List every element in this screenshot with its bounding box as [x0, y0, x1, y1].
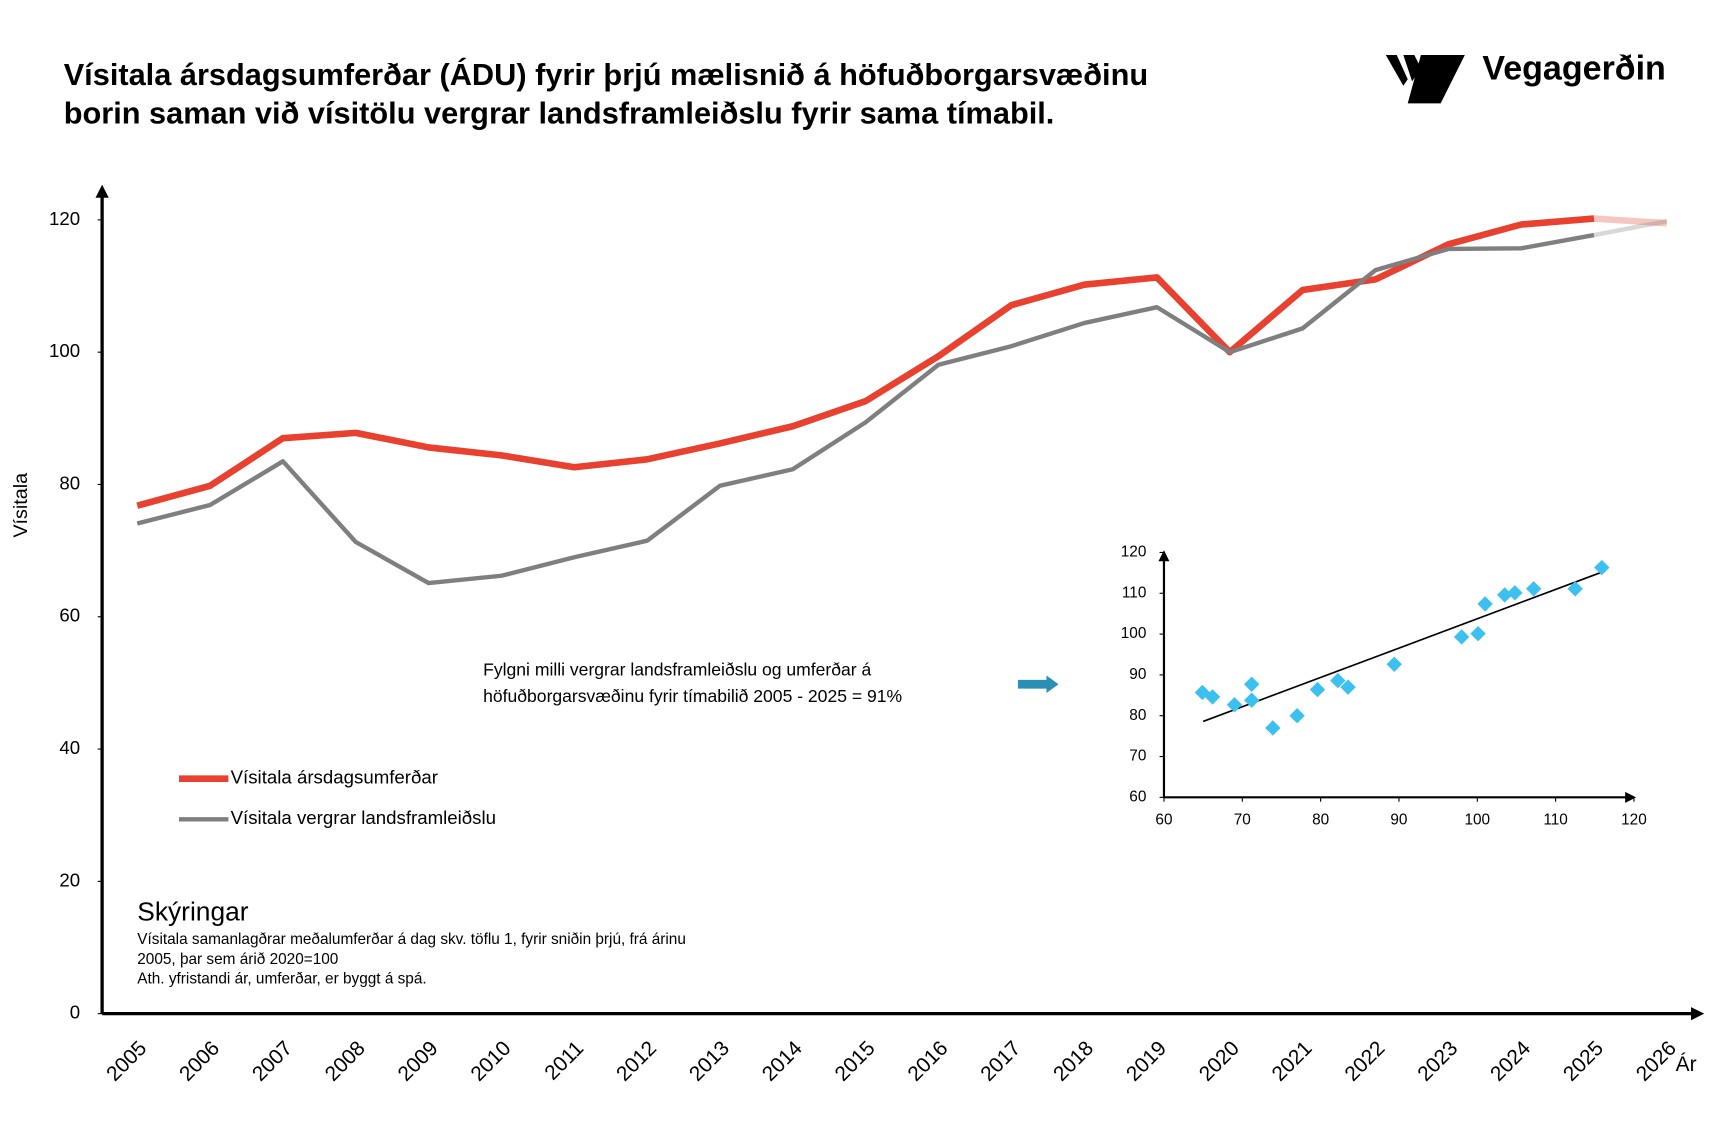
inset-x-tick-label: 60	[1155, 811, 1172, 828]
scatter-point	[1477, 596, 1493, 612]
inset-y-tick-label: 90	[1129, 666, 1146, 683]
inset-x-tick-label: 70	[1234, 811, 1251, 828]
annotation-arrow-head	[1046, 675, 1059, 694]
inset-x-tick-label: 80	[1312, 811, 1329, 828]
notes-line: Vísitala samanlagðrar meðalumferðar á da…	[137, 931, 686, 948]
inset-x-tick-label: 110	[1543, 811, 1568, 828]
series-forecast-line	[1593, 219, 1668, 238]
scatter-point	[1289, 708, 1305, 724]
x-tick-label: 2012	[612, 1037, 661, 1086]
notes-heading: Skýringar	[137, 897, 248, 927]
scatter-point	[1594, 559, 1610, 576]
x-tick-label: 2016	[903, 1037, 952, 1086]
y-axis-label: Vísitala	[10, 473, 32, 538]
scatter-point	[1226, 697, 1243, 713]
x-tick-label: 2026	[1632, 1037, 1681, 1086]
x-tick-label: 2013	[685, 1037, 734, 1086]
x-tick-label: 2023	[1413, 1037, 1462, 1086]
inset-y-tick-label: 120	[1121, 544, 1147, 561]
x-axis-label: Ár	[1676, 1053, 1697, 1076]
x-tick-label: 2021	[1268, 1037, 1317, 1086]
x-tick-label: 2008	[321, 1037, 370, 1086]
scatter-point	[1470, 625, 1486, 642]
scatter-point	[1265, 720, 1281, 736]
scatter-point	[1204, 689, 1221, 705]
series-line	[136, 232, 1595, 586]
inset-y-tick-label: 80	[1129, 707, 1146, 724]
inset-y-tick-label: 60	[1129, 788, 1146, 805]
logo-mark	[1407, 55, 1465, 104]
logo-text: Vegagerðin	[1482, 49, 1665, 87]
notes-line: 2005, þar sem árið 2020=100	[137, 951, 338, 968]
scatter-point	[1453, 629, 1470, 645]
x-tick-label: 2020	[1195, 1037, 1244, 1086]
x-tick-label: 2024	[1486, 1037, 1535, 1086]
y-tick-label: 100	[49, 340, 80, 361]
y-tick-label: 0	[70, 1002, 80, 1023]
chart-title: Vísitala ársdagsumferðar (ÁDU) fyrir þrj…	[64, 57, 1148, 92]
x-tick-label: 2022	[1340, 1037, 1389, 1086]
scatter-point	[1497, 587, 1513, 603]
y-axis-arrow	[95, 184, 109, 198]
inset-x-tick-label: 100	[1464, 811, 1490, 828]
annotation: höfuðborgarsvæðinu fyrir tímabilið 2005 …	[483, 686, 902, 706]
notes-line: Ath. yfristandi ár, umferðar, er byggt á…	[137, 971, 426, 988]
x-tick-label: 2025	[1559, 1037, 1608, 1086]
scatter-point	[1567, 581, 1583, 597]
inset-y-tick-label: 110	[1122, 584, 1147, 601]
x-tick-label: 2006	[175, 1037, 224, 1086]
y-tick-label: 40	[59, 737, 80, 758]
scatter-point	[1525, 581, 1542, 597]
y-tick-label: 120	[49, 208, 80, 229]
scatter-point	[1340, 679, 1356, 695]
scatter-point	[1309, 681, 1326, 698]
legend-label: Vísitala ársdagsumferðar	[231, 767, 438, 788]
logo-stripe	[1385, 55, 1408, 86]
scatter-point	[1507, 585, 1523, 601]
y-tick-label: 80	[59, 472, 80, 493]
chart-title: borin saman við vísitölu vergrar landsfr…	[64, 96, 1055, 131]
x-tick-label: 2009	[394, 1037, 443, 1086]
inset-y-arrow	[1158, 550, 1170, 562]
logo: Vegagerðin	[1385, 49, 1666, 104]
inset-y-tick-label: 100	[1121, 625, 1147, 642]
y-tick-label: 20	[59, 869, 80, 890]
x-tick-label: 2017	[976, 1037, 1025, 1086]
trendline	[1202, 571, 1602, 723]
inset-x-tick-label: 120	[1621, 811, 1647, 828]
series-forecast-line	[1593, 215, 1668, 227]
inset-x-arrow	[1625, 791, 1637, 803]
x-tick-label: 2005	[102, 1037, 151, 1086]
x-tick-label: 2014	[758, 1037, 807, 1086]
x-tick-label: 2010	[466, 1037, 515, 1086]
x-tick-label: 2019	[1122, 1037, 1171, 1086]
y-tick-label: 60	[59, 605, 80, 626]
x-axis-arrow	[1691, 1007, 1705, 1021]
scatter-point	[1386, 656, 1402, 672]
inset-x-tick-label: 90	[1390, 811, 1407, 828]
x-tick-label: 2011	[540, 1037, 588, 1085]
series-line	[136, 215, 1595, 509]
inset-y-tick-label: 70	[1129, 748, 1146, 765]
x-tick-label: 2007	[248, 1037, 297, 1086]
x-tick-label: 2015	[831, 1037, 880, 1086]
annotation: Fylgni milli vergrar landsframleiðslu og…	[483, 660, 871, 680]
x-tick-label: 2018	[1049, 1037, 1098, 1086]
legend-label: Vísitala vergrar landsframleiðslu	[231, 807, 496, 828]
scatter-point	[1244, 676, 1260, 692]
